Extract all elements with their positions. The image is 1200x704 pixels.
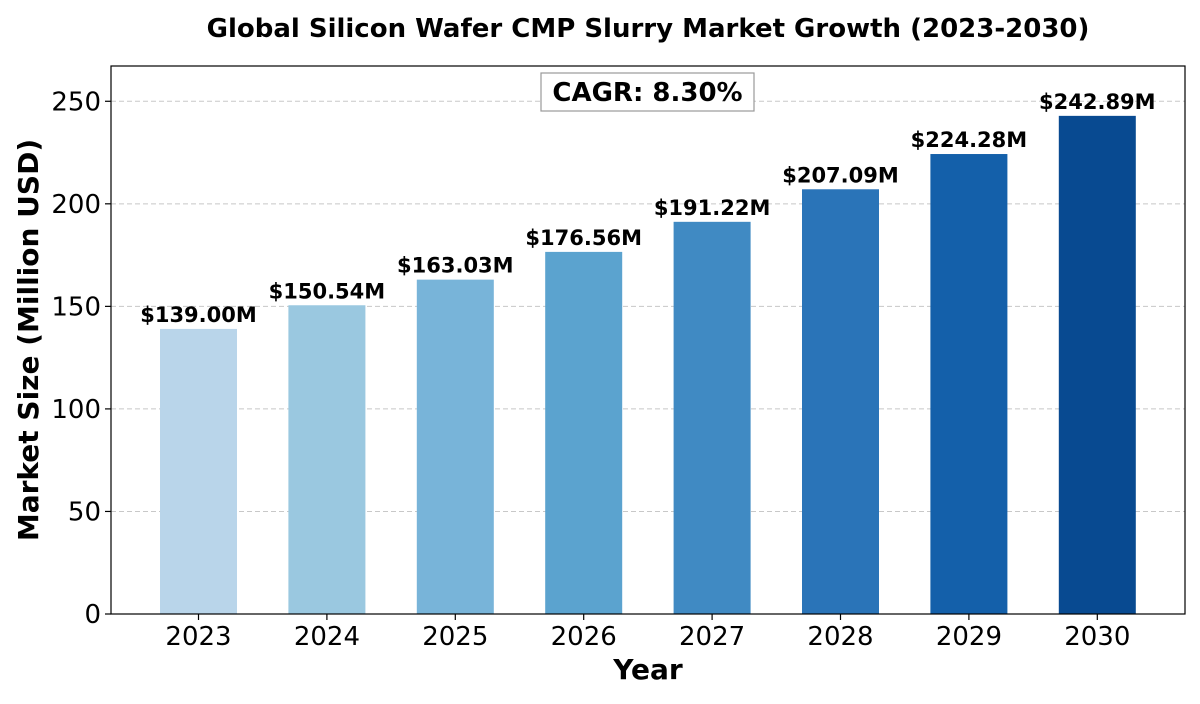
y-axis: 0 50 100 150 200 250 — [51, 87, 111, 630]
bar-2025 — [416, 279, 494, 614]
x-tick-label: 2030 — [1064, 622, 1130, 652]
grid-lines — [111, 100, 1185, 512]
cagr-box — [540, 72, 755, 112]
y-tick-label: 50 — [68, 497, 101, 527]
y-tick-label: 200 — [51, 190, 101, 220]
x-tick-label: 2027 — [679, 622, 745, 652]
y-axis-title: Market Size (Million USD) — [12, 139, 45, 541]
data-label: $139.00M — [140, 303, 257, 327]
bars — [160, 115, 1136, 615]
data-label: $242.89M — [1039, 90, 1156, 114]
bar-2028 — [802, 189, 879, 615]
x-tick-label: 2028 — [807, 622, 873, 652]
y-tick-label: 0 — [84, 600, 101, 630]
chart-title: Global Silicon Wafer CMP Slurry Market G… — [207, 14, 1090, 44]
x-axis-title: Year — [612, 653, 683, 686]
data-label: $163.03M — [397, 254, 514, 278]
bar-2027 — [673, 221, 751, 614]
y-tick-label: 100 — [51, 395, 101, 425]
data-label: $150.54M — [269, 279, 386, 303]
x-tick-label: 2025 — [422, 622, 488, 652]
x-tick-label: 2029 — [936, 622, 1002, 652]
bar-2026 — [545, 251, 623, 614]
x-tick-label: 2024 — [294, 622, 360, 652]
data-label: $176.56M — [525, 226, 642, 250]
bar-2024 — [288, 305, 366, 614]
x-axis: 2023 2024 2025 2026 2027 2028 2029 2030 — [165, 614, 1130, 652]
y-tick-label: 150 — [51, 292, 101, 322]
x-tick-label: 2023 — [165, 622, 231, 652]
plot-frame — [110, 65, 1186, 615]
x-tick-label: 2026 — [551, 622, 617, 652]
y-tick-label: 250 — [51, 87, 101, 117]
data-label: $191.22M — [654, 196, 771, 220]
data-label: $224.28M — [911, 128, 1028, 152]
cagr-label: CAGR: 8.30% — [552, 78, 742, 108]
bar-2030 — [1058, 115, 1136, 615]
cagr-annotation: CAGR: 8.30% — [540, 72, 755, 112]
bar-2029 — [930, 154, 1008, 615]
data-label: $207.09M — [782, 163, 899, 187]
data-labels: $139.00M $150.54M $163.03M $176.56M $191.22M… — [140, 90, 1155, 327]
bar-2023 — [160, 328, 237, 614]
